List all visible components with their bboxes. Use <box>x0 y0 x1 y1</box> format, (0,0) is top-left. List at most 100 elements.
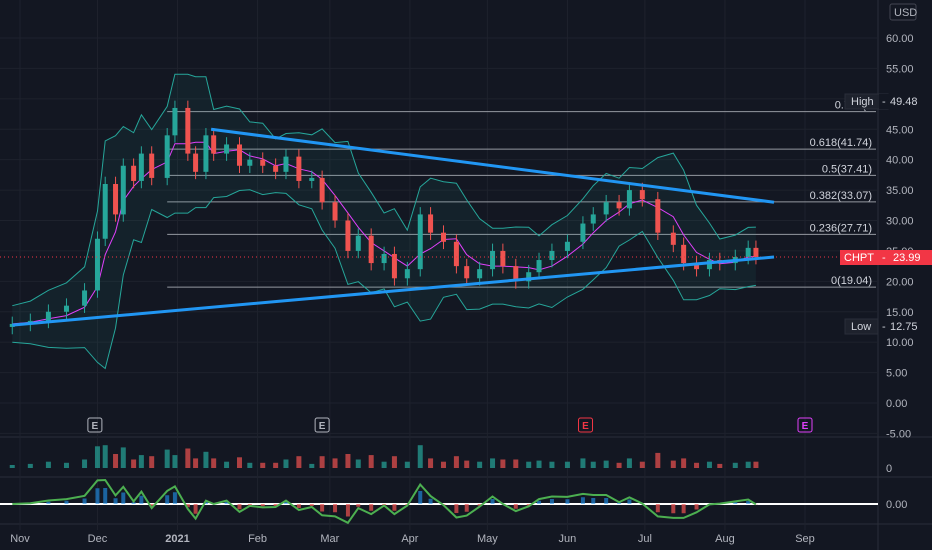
x-tick-label: Mar <box>320 533 339 545</box>
volume-bar <box>203 451 209 468</box>
candle-body <box>149 153 155 178</box>
candle-body <box>355 235 361 251</box>
fib-level-label: 0.382(33.07) <box>810 190 872 202</box>
volume-bar <box>670 460 676 468</box>
volume-bar <box>453 456 459 468</box>
oscillator-histogram-bar <box>113 498 118 504</box>
oscillator-histogram-bar <box>333 504 338 513</box>
oscillator-histogram-bar <box>82 498 87 504</box>
oscillator-histogram-bar <box>694 504 699 510</box>
volume-bar <box>616 462 622 468</box>
oscillator-histogram-bar <box>477 504 482 506</box>
currency-label[interactable]: USD <box>889 3 917 21</box>
volume-bar <box>102 445 108 468</box>
trendline <box>12 255 775 327</box>
candle-body <box>368 235 374 264</box>
volume-bar <box>368 455 374 468</box>
volume-bar <box>564 461 570 468</box>
oscillator-histogram-bar <box>139 495 144 504</box>
x-tick-label: Dec <box>88 533 108 545</box>
y-tick-label: 30.00 <box>886 216 914 228</box>
volume-bar <box>626 458 632 468</box>
oscillator-histogram-bar <box>671 504 676 514</box>
y-tick-label: 20.00 <box>886 276 914 288</box>
oscillator-histogram-bar <box>733 502 738 504</box>
oscillator-histogram-bar <box>549 499 554 504</box>
y-tick-label: -5.00 <box>886 428 911 440</box>
candle-body <box>745 247 751 257</box>
volume-bar <box>236 457 242 468</box>
oscillator-histogram-bar <box>454 504 459 513</box>
candle-body <box>203 135 209 172</box>
oscillator-histogram-bar <box>526 504 531 506</box>
oscillator-histogram-bar <box>172 492 177 504</box>
volume-bar <box>45 461 51 468</box>
candle-body <box>224 144 230 154</box>
candle-body <box>164 135 170 178</box>
oscillator-axis-tick: 0.00 <box>886 499 907 511</box>
oscillator-histogram-bar <box>580 497 585 504</box>
oscillator-histogram-bar <box>428 498 433 504</box>
svg-text:-: - <box>882 252 886 264</box>
volume-bar <box>283 459 289 468</box>
x-tick-label: Jun <box>559 533 577 545</box>
candle-body <box>500 250 506 267</box>
x-tick-label: May <box>477 533 498 545</box>
oscillator-histogram-bar <box>185 504 190 508</box>
y-tick-label: 15.00 <box>886 307 914 319</box>
oscillator-histogram-bar <box>604 498 609 504</box>
oscillator-histogram-bar <box>283 501 288 504</box>
oscillator-histogram-bar <box>95 488 100 504</box>
oscillator-histogram-bar <box>247 504 252 506</box>
oscillator-histogram-bar <box>418 491 423 504</box>
oscillator-histogram-bar <box>121 492 126 504</box>
oscillator-histogram-bar <box>369 504 374 511</box>
candle-body <box>185 107 191 154</box>
volume-bar <box>681 458 687 468</box>
oscillator-histogram-bar <box>320 504 325 512</box>
volume-bar <box>404 461 410 468</box>
high-badge: High - 49.48 <box>844 93 932 110</box>
volume-bar <box>120 447 126 468</box>
oscillator-histogram-bar <box>273 504 278 506</box>
candle-body <box>753 247 759 258</box>
candle-body <box>477 269 483 279</box>
volume-bar <box>603 460 609 468</box>
svg-text:-: - <box>882 321 886 333</box>
oscillator-histogram-bar <box>591 498 596 504</box>
x-tick-label: Aug <box>715 533 735 545</box>
y-tick-label: 0.00 <box>886 398 907 410</box>
volume-bar <box>63 462 69 468</box>
candle-body <box>113 184 119 215</box>
volume-bar <box>549 461 555 468</box>
volume-bar <box>185 448 191 468</box>
volume-bar <box>440 461 446 468</box>
volume-bar <box>345 454 351 468</box>
candle-body <box>120 165 126 215</box>
volume-bar <box>500 459 506 468</box>
volume-bar <box>113 454 119 468</box>
volume-bar <box>224 461 230 468</box>
y-tick-label: 5.00 <box>886 368 907 380</box>
y-tick-label: 45.00 <box>886 124 914 136</box>
earnings-marker-label: E <box>92 421 99 432</box>
fib-level-label: 0(19.04) <box>831 275 872 287</box>
oscillator-histogram-bar <box>237 504 242 510</box>
oscillator-histogram-bar <box>490 499 495 504</box>
oscillator-histogram-bar <box>149 504 154 507</box>
bollinger-lower-line <box>12 189 756 370</box>
earnings-marker-label: E <box>319 421 326 432</box>
high-badge-label: High <box>851 96 874 108</box>
candle-body <box>296 156 302 181</box>
candle-body <box>9 323 15 327</box>
candle-body <box>332 202 338 221</box>
candle-body <box>138 153 144 181</box>
oscillator-histogram-bar <box>131 502 136 504</box>
oscillator-histogram-bar <box>193 504 198 514</box>
volume-bar <box>211 458 217 468</box>
candle-body <box>453 241 459 267</box>
candle-body <box>193 153 199 172</box>
oscillator-histogram-bar <box>103 488 108 504</box>
candle-body <box>616 202 622 209</box>
